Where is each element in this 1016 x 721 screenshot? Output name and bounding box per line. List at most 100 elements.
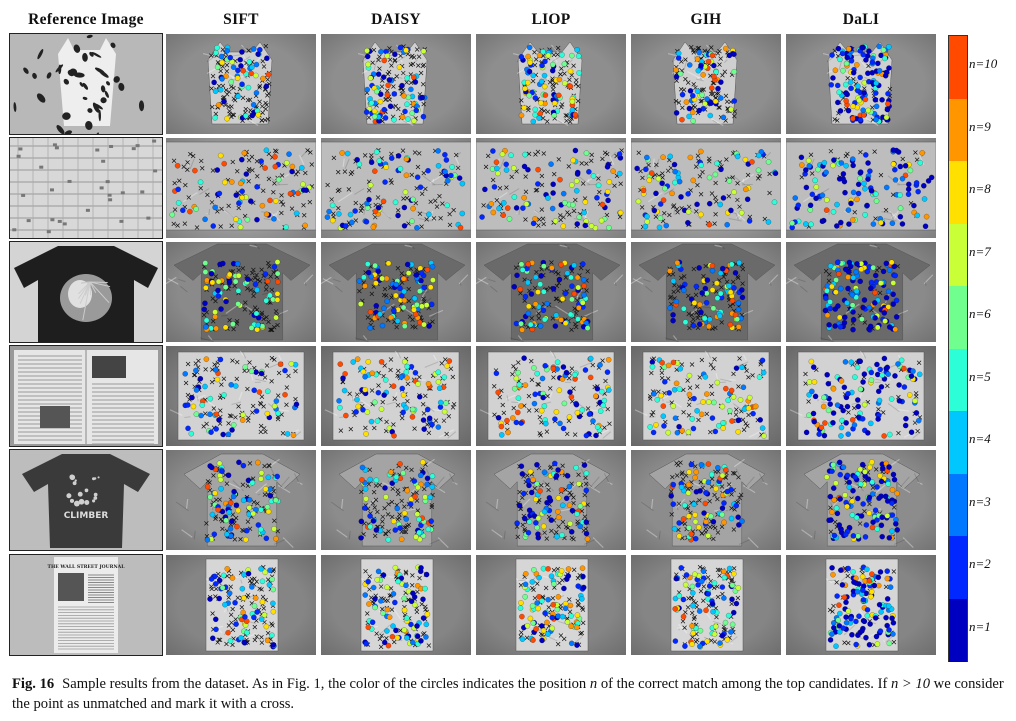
match-circle	[910, 368, 916, 374]
unmatched-cross	[731, 566, 737, 571]
match-circle	[553, 472, 560, 479]
match-circle	[365, 269, 372, 276]
unmatched-cross	[229, 620, 234, 625]
unmatched-cross	[279, 193, 284, 198]
match-circle	[391, 117, 397, 123]
match-circle	[253, 90, 260, 96]
match-circle	[680, 596, 687, 603]
unmatched-cross	[263, 106, 268, 112]
match-circle	[212, 115, 218, 121]
unmatched-cross	[450, 374, 456, 380]
match-circle	[567, 389, 573, 395]
match-circle	[253, 72, 259, 79]
unmatched-cross	[245, 519, 251, 524]
match-circle	[518, 600, 524, 606]
match-circle	[520, 205, 526, 211]
match-circle	[399, 293, 405, 299]
match-circle	[378, 359, 385, 365]
match-circle	[175, 200, 182, 206]
match-circle	[271, 264, 278, 270]
match-circle	[544, 619, 550, 626]
match-circle	[203, 324, 209, 330]
match-circle	[234, 75, 241, 81]
match-circle	[390, 383, 397, 389]
match-circle	[696, 49, 702, 56]
match-circle	[825, 380, 832, 387]
unmatched-cross	[245, 386, 250, 392]
match-circle	[816, 431, 822, 437]
unmatched-cross	[254, 579, 259, 584]
unmatched-cross	[263, 429, 268, 435]
match-circle	[889, 220, 896, 226]
unmatched-cross	[224, 641, 229, 647]
colorbar-segment	[949, 36, 967, 99]
match-circle	[561, 61, 568, 67]
match-circle	[864, 613, 870, 619]
match-circle	[363, 640, 369, 647]
match-circle	[704, 96, 710, 102]
match-circle	[544, 499, 550, 506]
unmatched-cross	[669, 512, 674, 517]
unmatched-cross	[257, 99, 262, 104]
match-circle	[848, 58, 855, 64]
match-circle	[522, 293, 529, 300]
match-circle	[558, 317, 564, 323]
match-circle	[789, 220, 795, 226]
unmatched-cross	[423, 604, 428, 609]
match-circle	[372, 596, 378, 602]
match-circle	[692, 512, 698, 518]
match-circle	[561, 190, 567, 197]
match-circle	[558, 487, 565, 493]
match-circle	[890, 620, 897, 626]
match-circle	[590, 173, 597, 179]
colorbar-segment	[949, 98, 967, 162]
unmatched-cross	[580, 605, 585, 611]
match-circle	[526, 92, 532, 99]
match-circle	[402, 323, 408, 329]
unmatched-cross	[347, 391, 352, 397]
unmatched-cross	[551, 568, 557, 573]
match-circle	[665, 429, 671, 436]
match-circle	[830, 410, 837, 416]
newspaper-masthead: THE WALL STREET JOURNAL	[48, 564, 126, 570]
match-circle	[696, 608, 703, 614]
match-circle	[676, 533, 682, 539]
match-circle	[699, 578, 705, 584]
unmatched-cross	[522, 298, 527, 304]
match-circle	[399, 82, 405, 89]
match-circle	[541, 72, 548, 79]
unmatched-cross	[691, 599, 696, 604]
unmatched-cross	[698, 588, 704, 594]
unmatched-cross	[254, 634, 259, 639]
match-circle	[532, 391, 538, 397]
unmatched-cross	[687, 385, 693, 390]
unmatched-cross	[605, 406, 610, 412]
match-circle	[694, 201, 700, 208]
match-circle	[239, 81, 245, 87]
match-circle	[891, 263, 897, 270]
match-circle	[834, 201, 840, 208]
match-circle	[598, 217, 605, 224]
match-circle	[862, 212, 868, 218]
match-circle	[513, 320, 520, 327]
match-circle	[544, 300, 550, 307]
match-circle	[850, 417, 856, 423]
match-circle	[228, 382, 234, 388]
match-circle	[499, 432, 505, 438]
match-circle	[274, 473, 280, 480]
match-circle	[380, 572, 387, 578]
unmatched-cross	[711, 365, 716, 371]
match-circle	[884, 184, 890, 191]
match-circle	[569, 283, 575, 289]
match-circle	[207, 411, 213, 417]
unmatched-cross	[750, 373, 755, 378]
match-circle	[537, 281, 543, 287]
unmatched-cross	[252, 624, 258, 630]
unmatched-cross	[738, 492, 744, 498]
unmatched-cross	[533, 152, 538, 157]
unmatched-cross	[379, 84, 385, 89]
unmatched-cross	[269, 378, 274, 384]
unmatched-cross	[531, 587, 536, 593]
match-circle	[227, 54, 233, 61]
match-circle	[373, 280, 379, 286]
